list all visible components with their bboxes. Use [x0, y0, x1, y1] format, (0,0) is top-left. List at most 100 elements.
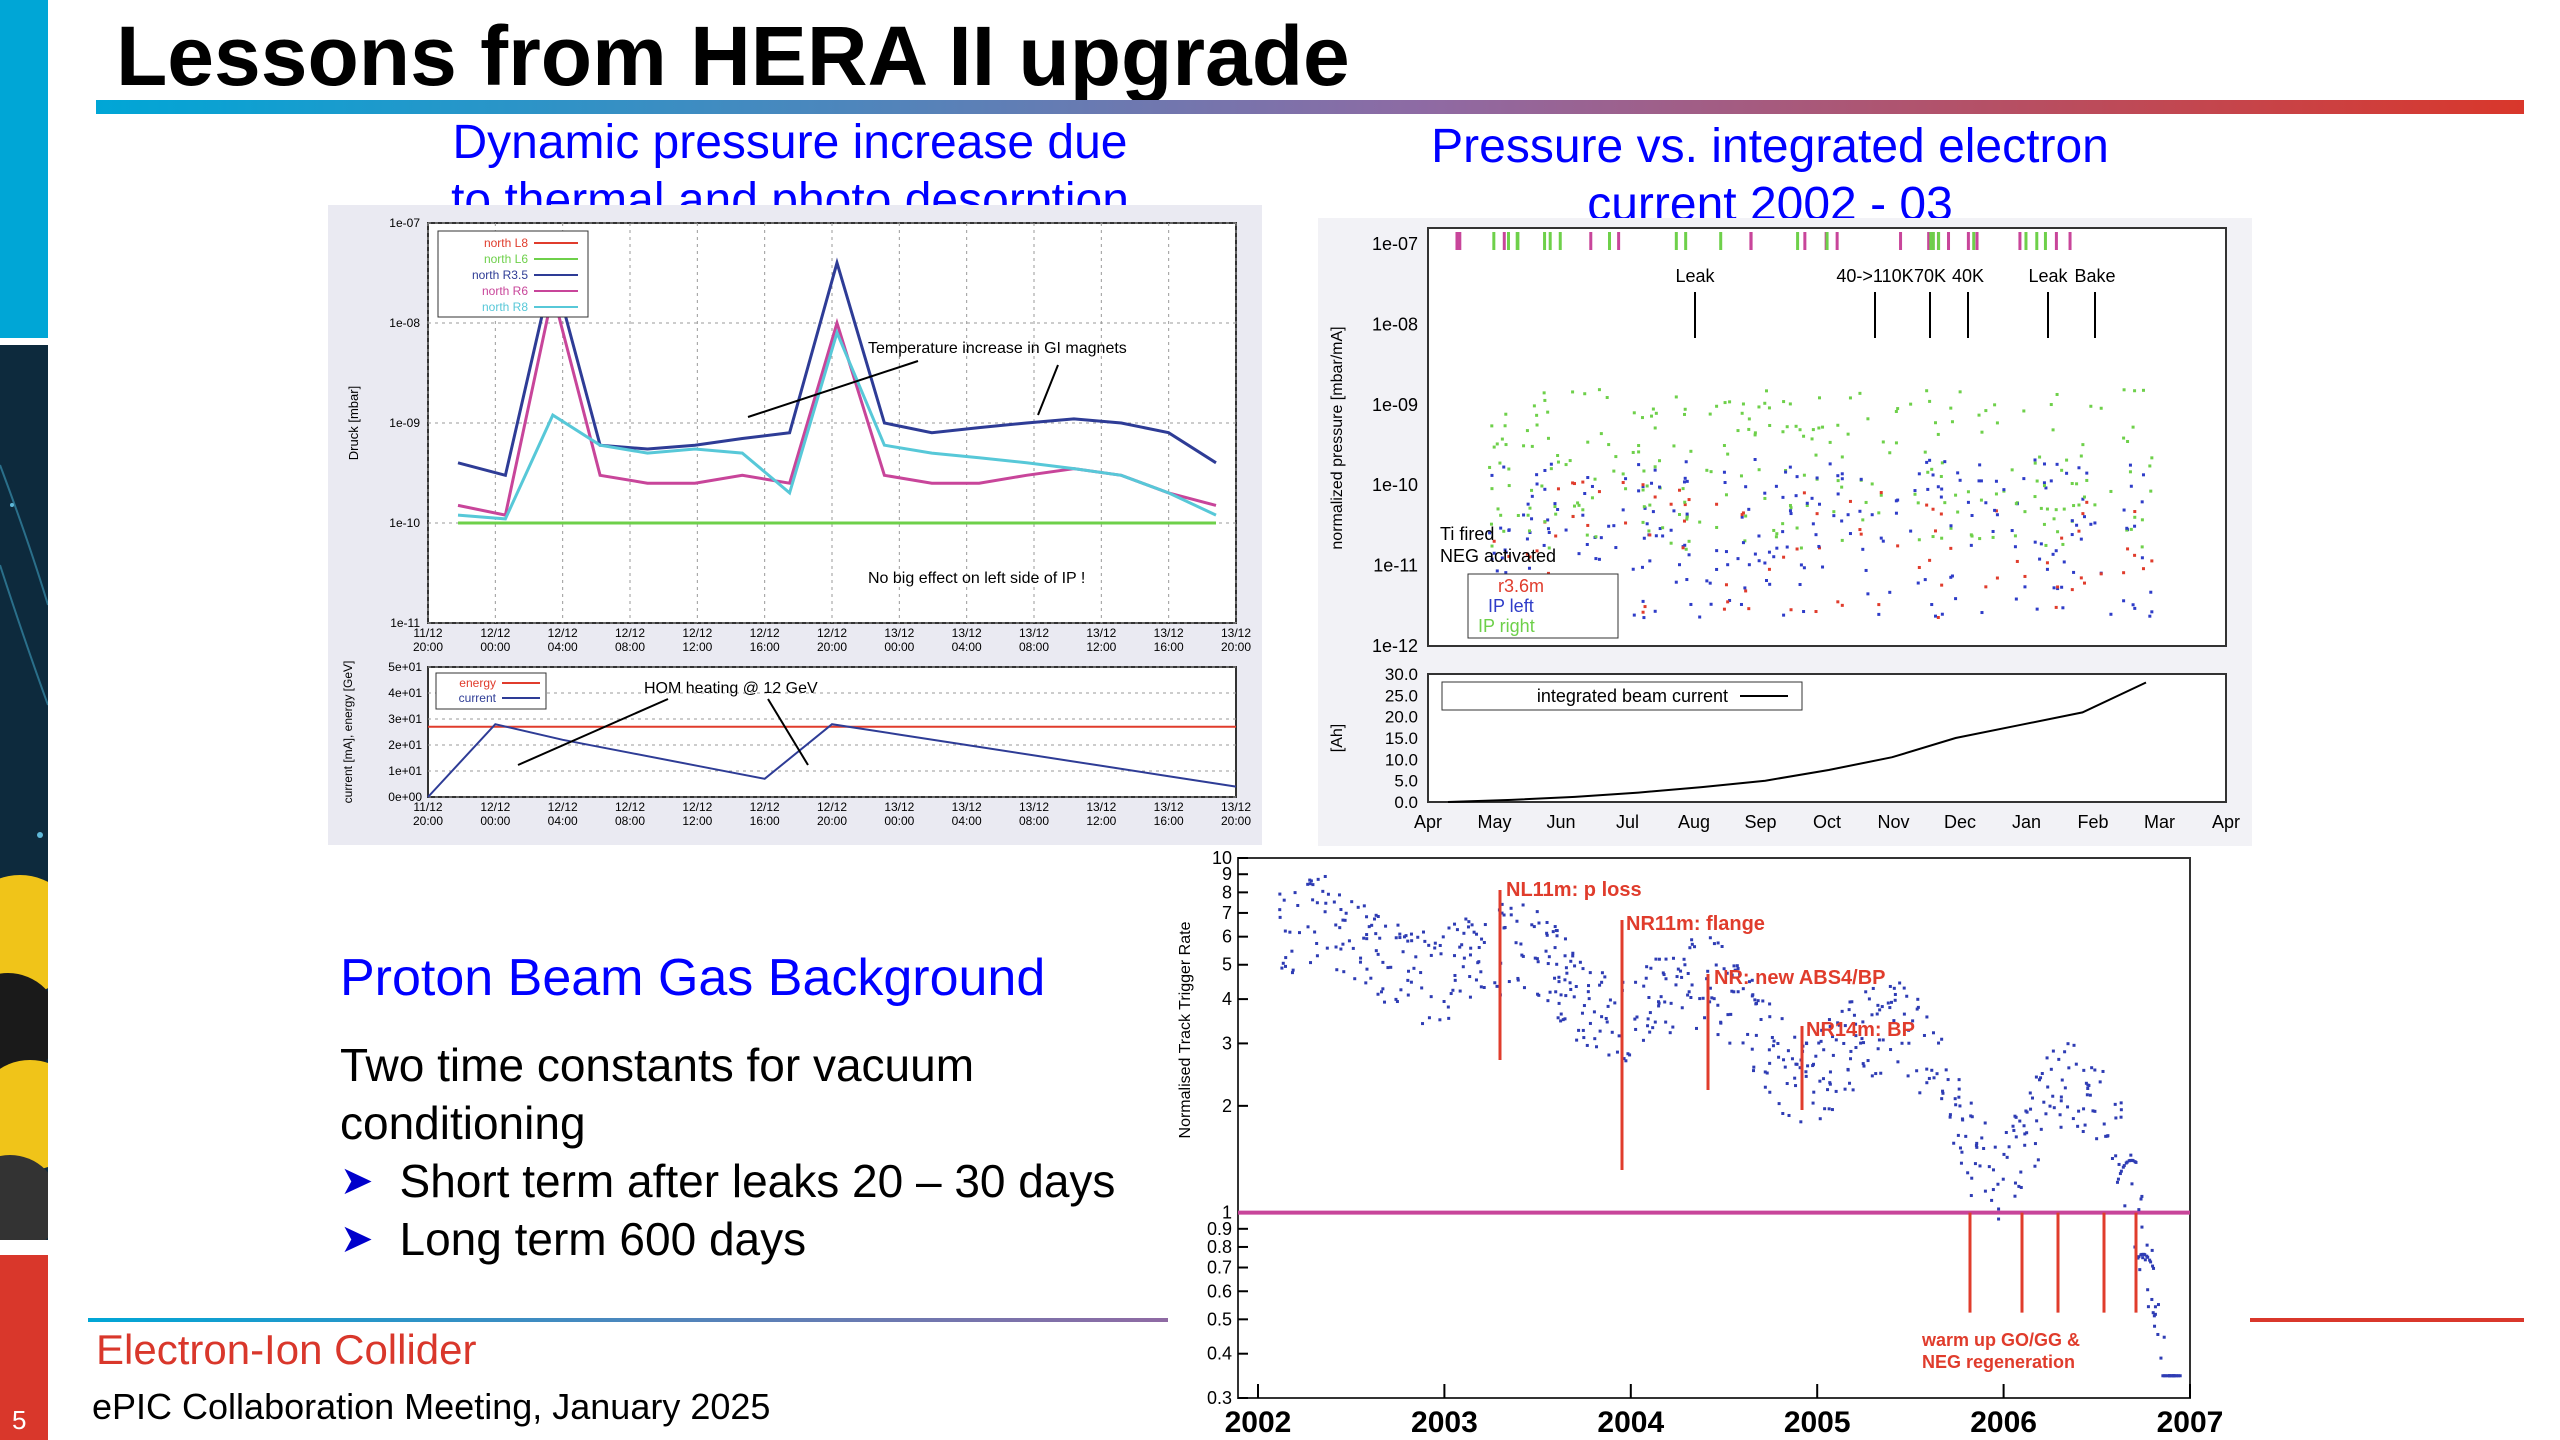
event-tick: [1972, 232, 1976, 250]
scatter-point: [1335, 968, 1339, 972]
scatter-point: [1651, 1026, 1655, 1030]
bullet-text: Short term after leaks 20 – 30 days: [399, 1155, 1116, 1207]
scatter-point: [1643, 605, 1647, 609]
scatter-point: [1768, 1015, 1772, 1019]
scatter-point: [1559, 1019, 1563, 1023]
scatter-point: [1724, 583, 1728, 587]
scatter-point: [1982, 1146, 1986, 1150]
scatter-point: [1802, 566, 1806, 570]
scatter-point: [2140, 500, 2144, 504]
scatter-point: [1546, 410, 1550, 414]
scatter-point: [1421, 930, 1425, 934]
scatter-point: [2083, 1123, 2087, 1127]
scatter-point: [1753, 431, 1757, 435]
scatter-point: [1716, 1033, 1720, 1037]
scatter-point: [1732, 990, 1736, 994]
scatter-point: [1944, 1068, 1948, 1072]
scatter-point: [1980, 430, 1984, 434]
series-line: [427, 723, 1237, 798]
scatter-point: [2119, 1101, 2123, 1105]
scatter-point: [1509, 906, 1513, 910]
scatter-point: [1500, 556, 1504, 560]
scatter-point: [1685, 515, 1689, 519]
scatter-point: [1768, 1002, 1772, 1006]
scatter-point: [2130, 1182, 2134, 1186]
scatter-point: [2133, 553, 2137, 557]
x-tick-label: 2002: [1225, 1406, 1292, 1439]
scatter-point: [1650, 414, 1654, 418]
scatter-point: [1969, 1101, 1973, 1105]
scatter-point: [1949, 524, 1953, 528]
scatter-point: [1653, 465, 1657, 469]
scatter-point: [1347, 939, 1351, 943]
event-tick: [1608, 232, 1611, 250]
scatter-point: [1315, 954, 1319, 958]
scatter-point: [1543, 520, 1547, 524]
scatter-point: [1689, 996, 1693, 1000]
scatter-point: [1777, 1055, 1781, 1059]
scatter-point: [2165, 1374, 2169, 1378]
annotation: 70K: [1914, 266, 1946, 286]
scatter-point: [1309, 879, 1313, 883]
scatter-point: [1953, 1097, 1957, 1101]
scatter-point: [1284, 964, 1288, 968]
slide-number: 5: [12, 1405, 27, 1435]
scatter-point: [1763, 491, 1767, 495]
scatter-point: [2023, 510, 2027, 514]
scatter-point: [1681, 487, 1685, 491]
x-tick-label: 2003: [1411, 1406, 1478, 1439]
scatter-point: [1308, 878, 1312, 882]
scatter-point: [2149, 1260, 2153, 1264]
scatter-point: [1521, 903, 1525, 907]
scatter-point: [1925, 460, 1929, 464]
scatter-point: [2056, 585, 2060, 589]
scatter-point: [2145, 1243, 2149, 1247]
scatter-point: [2140, 556, 2144, 560]
y-axis-label: [Ah]: [1329, 724, 1346, 752]
scatter-point: [1642, 616, 1646, 620]
scatter-point: [1631, 567, 1635, 571]
scatter-point: [2018, 1119, 2022, 1123]
scatter-point: [2023, 585, 2027, 589]
scatter-point: [2149, 489, 2153, 493]
scatter-point: [1995, 576, 1999, 580]
scatter-point: [1460, 943, 1464, 947]
x-tick-label: Aug: [1678, 812, 1710, 832]
scatter-point: [1973, 1162, 1977, 1166]
scatter-point: [1406, 978, 1410, 982]
scatter-point: [2140, 518, 2144, 522]
y-tick-label: 10: [1212, 850, 1232, 868]
annotation: 40K: [1952, 266, 1984, 286]
event-tick: [1492, 232, 1496, 250]
scatter-point: [1892, 1019, 1896, 1023]
scatter-point: [1522, 513, 1526, 517]
annotation: NL11m: p loss: [1506, 879, 1642, 901]
scatter-point: [2040, 1072, 2044, 1076]
scatter-point: [1311, 883, 1315, 887]
scatter-point: [1744, 589, 1748, 593]
scatter-point: [1535, 473, 1539, 477]
scatter-point: [1861, 547, 1865, 551]
title-underline: [96, 100, 2524, 114]
scatter-point: [1896, 1060, 1900, 1064]
scatter-point: [1843, 1024, 1847, 1028]
scatter-point: [1997, 1207, 2001, 1211]
scatter-point: [1315, 941, 1319, 945]
section-heading: Proton Beam Gas Background: [340, 949, 1046, 1007]
scatter-point: [2051, 1049, 2055, 1053]
scatter-point: [1313, 930, 1317, 934]
scatter-point: [1715, 549, 1719, 553]
scatter-point: [1525, 552, 1529, 556]
scatter-point: [2126, 547, 2130, 551]
bullet-item: ➤ Short term after leaks 20 – 30 days: [340, 1152, 1170, 1210]
x-tick-label: 13/12: [1086, 800, 1116, 814]
scatter-point: [1764, 579, 1768, 583]
scatter-point: [1600, 1015, 1604, 1019]
scatter-point: [2014, 1115, 2018, 1119]
scatter-point: [2070, 588, 2074, 592]
scatter-point: [1714, 963, 1718, 967]
scatter-point: [1916, 1005, 1920, 1009]
scatter-point: [1525, 537, 1529, 541]
scatter-point: [2015, 559, 2019, 563]
x-tick-label: 2005: [1784, 1406, 1851, 1439]
